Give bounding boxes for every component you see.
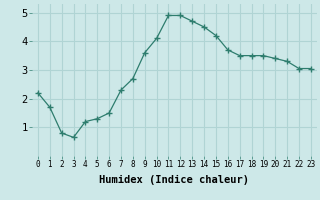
X-axis label: Humidex (Indice chaleur): Humidex (Indice chaleur) [100,175,249,185]
